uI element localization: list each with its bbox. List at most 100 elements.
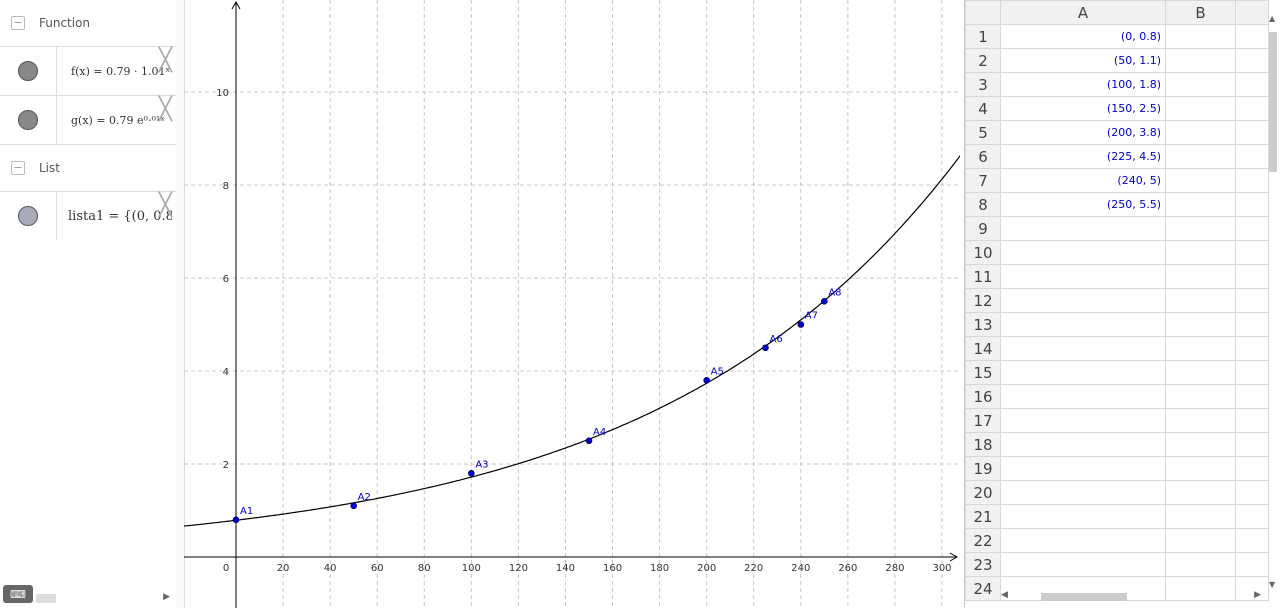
cell-b[interactable] (1165, 480, 1236, 505)
scroll-down-icon[interactable]: ▼ (1269, 580, 1276, 589)
row-header[interactable]: 7 (965, 168, 1001, 193)
close-icon[interactable]: ╳ (158, 193, 172, 218)
cell-c[interactable] (1235, 96, 1269, 121)
marble-icon[interactable] (18, 61, 38, 81)
cell-b[interactable] (1165, 384, 1236, 409)
cell-c[interactable] (1235, 168, 1269, 193)
cell-a[interactable] (1000, 384, 1166, 409)
row-header[interactable]: 2 (965, 48, 1001, 73)
scrollbar-thumb[interactable] (36, 594, 56, 603)
cell-c[interactable] (1235, 240, 1269, 265)
algebra-item-lista1[interactable]: lista1 = {(0, 0.8),(50, 1.1) ╳ (0, 191, 176, 240)
vertical-scrollbar[interactable]: ▲ ▼ (1267, 14, 1279, 592)
cell-c[interactable] (1235, 408, 1269, 433)
cell-a[interactable] (1000, 504, 1166, 529)
cell-a[interactable]: (240, 5) (1000, 168, 1166, 193)
row-header[interactable]: 20 (965, 480, 1001, 505)
cell-b[interactable] (1165, 408, 1236, 433)
cell-c[interactable] (1235, 456, 1269, 481)
cell-b[interactable] (1165, 72, 1236, 97)
cell-b[interactable] (1165, 144, 1236, 169)
visibility-toggle[interactable] (0, 47, 57, 95)
row-header[interactable]: 21 (965, 504, 1001, 529)
cell-b[interactable] (1165, 312, 1236, 337)
cell-b[interactable] (1165, 240, 1236, 265)
cell-a[interactable] (1000, 552, 1166, 577)
graphics-view[interactable]: 0 20 40 60 80 100 120 140 160 180 200 220 240 260 280 3… (184, 0, 960, 608)
cell-c[interactable] (1235, 576, 1269, 601)
cell-a[interactable] (1000, 264, 1166, 289)
cell-c[interactable] (1235, 552, 1269, 577)
row-header[interactable]: 12 (965, 288, 1001, 313)
scroll-right-icon[interactable]: ▶ (163, 592, 170, 602)
visibility-toggle[interactable] (0, 96, 57, 144)
cell-b[interactable] (1165, 288, 1236, 313)
cell-c[interactable] (1235, 264, 1269, 289)
cell-a[interactable] (1000, 480, 1166, 505)
cell-b[interactable] (1165, 576, 1236, 601)
algebra-expression[interactable]: lista1 = {(0, 0.8),(50, 1.1) (68, 208, 172, 224)
cell-c[interactable] (1235, 48, 1269, 73)
cell-c[interactable] (1235, 144, 1269, 169)
cell-c[interactable] (1235, 120, 1269, 145)
algebra-item-g[interactable]: g(x) = 0.79 e⁰·⁰¹ˣ ╳ (0, 95, 176, 144)
cell-a[interactable]: (200, 3.8) (1000, 120, 1166, 145)
row-header[interactable]: 24 (965, 576, 1001, 601)
cell-b[interactable] (1165, 192, 1236, 217)
scroll-up-icon[interactable]: ▲ (1269, 14, 1276, 23)
cell-a[interactable] (1000, 528, 1166, 553)
cell-c[interactable] (1235, 312, 1269, 337)
cell-c[interactable] (1235, 384, 1269, 409)
row-header[interactable]: 6 (965, 144, 1001, 169)
algebra-expression[interactable]: g(x) = 0.79 e⁰·⁰¹ˣ (71, 113, 165, 127)
marble-icon[interactable] (18, 110, 38, 130)
cell-c[interactable] (1235, 528, 1269, 553)
cell-b[interactable] (1165, 168, 1236, 193)
cell-b[interactable] (1165, 456, 1236, 481)
row-header[interactable]: 17 (965, 408, 1001, 433)
row-header[interactable]: 22 (965, 528, 1001, 553)
cell-c[interactable] (1235, 504, 1269, 529)
row-header[interactable]: 9 (965, 216, 1001, 241)
cell-a[interactable]: (250, 5.5) (1000, 192, 1166, 217)
row-header[interactable]: 16 (965, 384, 1001, 409)
row-header[interactable]: 8 (965, 192, 1001, 217)
cell-a[interactable]: (225, 4.5) (1000, 144, 1166, 169)
cell-a[interactable]: (100, 1.8) (1000, 72, 1166, 97)
scrollbar-thumb[interactable] (1269, 32, 1277, 172)
cell-c[interactable] (1235, 288, 1269, 313)
cell-c[interactable] (1235, 216, 1269, 241)
row-header[interactable]: 10 (965, 240, 1001, 265)
cell-b[interactable] (1165, 48, 1236, 73)
row-header[interactable]: 4 (965, 96, 1001, 121)
row-header[interactable]: 3 (965, 72, 1001, 97)
close-icon[interactable]: ╳ (158, 48, 172, 73)
cell-b[interactable] (1165, 504, 1236, 529)
category-list[interactable]: − List (0, 144, 176, 191)
cell-a[interactable] (1000, 336, 1166, 361)
cell-b[interactable] (1165, 552, 1236, 577)
cell-b[interactable] (1165, 528, 1236, 553)
keyboard-icon[interactable]: ⌨ (3, 585, 33, 603)
cell-a[interactable] (1000, 240, 1166, 265)
algebra-item-f[interactable]: f(x) = 0.79 · 1.01ˣ ╳ (0, 46, 176, 95)
column-header[interactable] (1235, 0, 1269, 25)
row-header[interactable]: 19 (965, 456, 1001, 481)
horizontal-scrollbar[interactable]: ◀ ▶ (1001, 590, 1261, 604)
cell-b[interactable] (1165, 216, 1236, 241)
cell-b[interactable] (1165, 264, 1236, 289)
column-header[interactable]: A (1000, 0, 1166, 25)
marble-icon[interactable] (18, 206, 38, 226)
cell-c[interactable] (1235, 336, 1269, 361)
collapse-toggle-icon[interactable]: − (11, 161, 25, 175)
cell-b[interactable] (1165, 336, 1236, 361)
cell-a[interactable] (1000, 216, 1166, 241)
algebra-expression[interactable]: f(x) = 0.79 · 1.01ˣ (71, 64, 171, 78)
cell-a[interactable] (1000, 432, 1166, 457)
cell-c[interactable] (1235, 72, 1269, 97)
cell-a[interactable]: (150, 2.5) (1000, 96, 1166, 121)
close-icon[interactable]: ╳ (158, 97, 172, 122)
row-header[interactable]: 14 (965, 336, 1001, 361)
scroll-right-icon[interactable]: ▶ (1254, 590, 1261, 600)
row-header[interactable]: 18 (965, 432, 1001, 457)
